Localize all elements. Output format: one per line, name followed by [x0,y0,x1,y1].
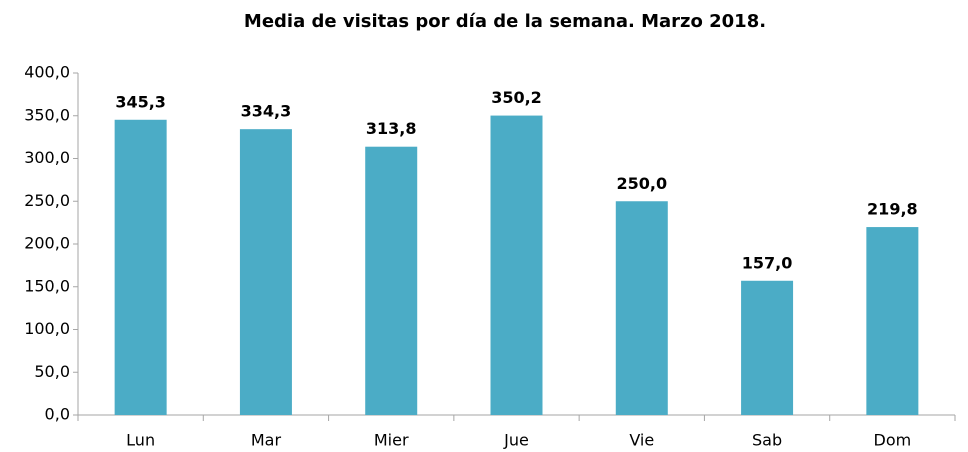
x-tick-label: Mar [251,431,282,450]
data-label: 334,3 [241,102,292,121]
data-label: 219,8 [867,200,918,219]
bar [490,115,543,415]
bar [615,201,668,415]
x-tick-label: Lun [126,431,155,450]
chart-title: Media de visitas por día de la semana. M… [244,11,766,32]
y-tick-label: 300,0 [24,148,70,167]
bar [365,146,418,416]
y-tick-label: 400,0 [24,63,70,82]
y-tick-label: 350,0 [24,105,70,124]
x-tick-label: Jue [503,431,529,450]
y-tick-label: 150,0 [24,276,70,295]
x-tick-label: Mier [374,431,409,450]
y-tick-label: 250,0 [24,191,70,210]
data-label: 250,0 [616,174,667,193]
bar [114,119,167,416]
y-tick-label: 200,0 [24,234,70,253]
bar [866,227,919,415]
x-tick-label: Dom [874,431,912,450]
data-label: 345,3 [115,92,166,111]
y-tick-label: 50,0 [34,362,70,381]
data-label: 313,8 [366,119,417,138]
data-label: 350,2 [491,88,542,107]
x-tick-label: Vie [629,431,654,450]
data-label: 157,0 [742,253,793,272]
bar [741,280,794,415]
y-tick-label: 100,0 [24,319,70,338]
bar [239,129,292,415]
x-tick-label: Sab [752,431,782,450]
y-tick-label: 0,0 [45,405,70,424]
